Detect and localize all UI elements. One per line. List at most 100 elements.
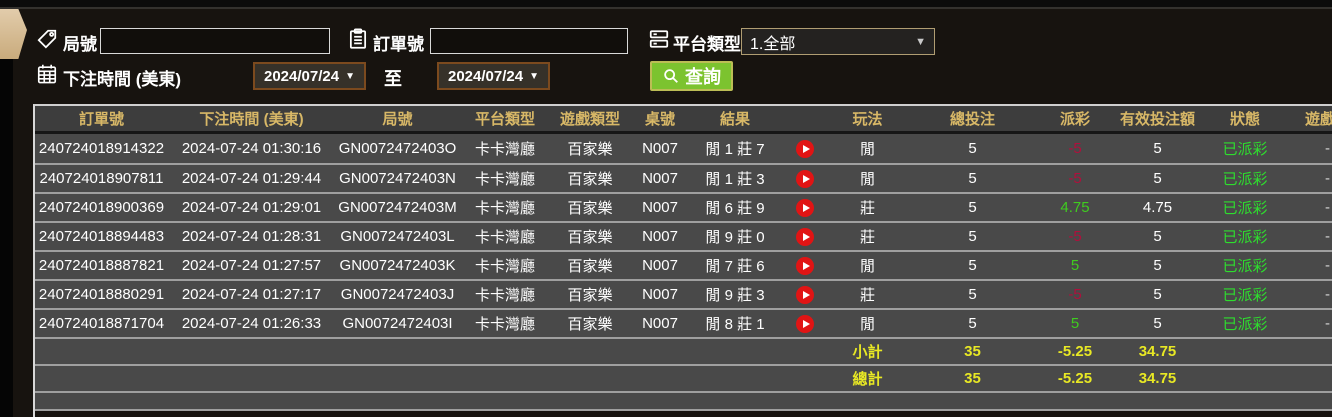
order-no-cell: 240724018907811 (39, 170, 164, 187)
round-no-cell: GN0072472403K (339, 257, 456, 274)
play-icon (803, 144, 810, 153)
replay-button[interactable] (796, 227, 814, 246)
payout-cell: 4.75 (1060, 199, 1090, 216)
play-type-cell: 閒 (859, 171, 875, 188)
table-row: 240724018894483 2024-07-24 01:28:31 GN00… (35, 221, 1332, 250)
col-header-valid-bet: 有效投注額 (1119, 111, 1195, 128)
platform-cell: 卡卡灣廳 (474, 316, 535, 333)
table-header-row: 訂單號 下注時間 (美東) 局號 平台類型 遊戲類型 桌號 結果 玩法 總投注 … (35, 106, 1332, 134)
replay-button[interactable] (796, 256, 814, 275)
order-no-cell: 240724018887821 (38, 257, 165, 274)
table-no-cell: N007 (642, 257, 678, 274)
replay-button[interactable] (796, 139, 814, 158)
platform-type-select[interactable]: 1.全部 ▼ (741, 28, 935, 55)
bet-time-cell: 2024-07-24 01:29:44 (181, 170, 322, 187)
replay-button[interactable] (796, 314, 814, 333)
col-header-order-no: 訂單號 (78, 111, 124, 128)
table-row: 240724018887821 2024-07-24 01:27:57 GN00… (35, 250, 1332, 279)
valid-bet-cell: 5 (1153, 228, 1162, 245)
chevron-down-icon: ▼ (345, 70, 355, 82)
platform-type-label: 平台類型 (673, 35, 741, 54)
col-header-game-type: 遊戲類型 (559, 111, 620, 128)
game-type-cell: 百家樂 (567, 171, 613, 188)
total-bet-cell: 5 (968, 315, 977, 332)
game-type-cell: 百家樂 (567, 316, 613, 333)
table-no-cell: N007 (642, 228, 678, 245)
bet-time-cell: 2024-07-24 01:30:16 (181, 140, 322, 157)
replay-cell (780, 285, 830, 304)
tag-icon (36, 28, 58, 50)
grand-total-payout: -5.25 (1057, 370, 1093, 387)
calendar-icon (36, 63, 58, 85)
table-no-cell: N007 (642, 140, 678, 157)
payout-cell: 5 (1070, 257, 1080, 274)
replay-button[interactable] (796, 285, 814, 304)
grand-total-total-bet: 35 (964, 370, 981, 387)
game-file-cell: - (1325, 286, 1330, 303)
total-bet-cell: 5 (968, 286, 977, 303)
grand-total-label: 總計 (852, 371, 883, 388)
total-bet-cell: 5 (968, 170, 977, 187)
col-header-platform: 平台類型 (474, 111, 535, 128)
replay-button[interactable] (796, 169, 814, 188)
round-no-input[interactable] (100, 28, 330, 54)
game-type-cell: 百家樂 (567, 287, 613, 304)
game-file-cell: - (1325, 257, 1330, 274)
bet-records-table: 訂單號 下注時間 (美東) 局號 平台類型 遊戲類型 桌號 結果 玩法 總投注 … (33, 104, 1332, 417)
date-to-select[interactable]: 2024/07/24 ▼ (437, 62, 550, 90)
status-badge: 已派彩 (1222, 141, 1268, 158)
replay-cell (780, 227, 830, 246)
result-cell: 閒 9 莊 3 (705, 287, 765, 304)
total-bet-cell: 5 (968, 199, 977, 216)
order-no-cell: 240724018900369 (38, 199, 165, 216)
result-cell: 閒 1 莊 7 (705, 141, 765, 158)
replay-cell (780, 314, 830, 333)
table-no-cell: N007 (642, 170, 678, 187)
clipboard-icon (347, 28, 369, 50)
order-no-input[interactable] (430, 28, 628, 54)
col-header-result: 結果 (719, 111, 750, 128)
play-icon (803, 174, 810, 183)
bet-time-cell: 2024-07-24 01:27:57 (181, 257, 322, 274)
table-body: 240724018914322 2024-07-24 01:30:16 GN00… (35, 134, 1332, 337)
col-header-bet-time: 下注時間 (美東) (199, 111, 304, 128)
round-no-cell: GN0072472403L (340, 228, 455, 245)
platform-cell: 卡卡灣廳 (474, 200, 535, 217)
status-badge: 已派彩 (1222, 316, 1268, 333)
bet-time-cell: 2024-07-24 01:27:17 (181, 286, 322, 303)
col-header-round-no: 局號 (382, 111, 413, 128)
table-row: 240724018907811 2024-07-24 01:29:44 GN00… (35, 163, 1332, 192)
result-cell: 閒 1 莊 3 (705, 171, 765, 188)
play-icon (803, 319, 810, 328)
round-no-label: 局號 (63, 35, 97, 54)
subtotal-row: 小計 35 -5.25 34.75 (35, 337, 1332, 364)
filter-bar: 局號 訂單號 平台類型 1.全部 ▼ 下注時間 (美東) 2024/07/24 … (0, 9, 1332, 105)
game-type-cell: 百家樂 (567, 229, 613, 246)
empty-row (35, 391, 1332, 411)
top-strip (0, 0, 1332, 9)
valid-bet-cell: 5 (1153, 170, 1162, 187)
order-no-cell: 240724018914322 (38, 140, 165, 157)
order-no-cell: 240724018880291 (38, 286, 165, 303)
round-no-cell: GN0072472403O (338, 140, 457, 157)
game-file-cell: - (1325, 140, 1330, 157)
col-header-table-no: 桌號 (644, 111, 675, 128)
date-from-select[interactable]: 2024/07/24 ▼ (253, 62, 366, 90)
valid-bet-cell: 5 (1153, 257, 1162, 274)
status-badge: 已派彩 (1222, 171, 1268, 188)
platform-cell: 卡卡灣廳 (474, 141, 535, 158)
game-file-cell: - (1325, 170, 1330, 187)
order-no-cell: 240724018894483 (38, 228, 165, 245)
round-no-cell: GN0072472403J (340, 286, 455, 303)
round-no-cell: GN0072472403M (338, 199, 457, 216)
order-no-label: 訂單號 (373, 35, 424, 54)
search-button[interactable]: 查詢 (650, 61, 733, 91)
replay-button[interactable] (796, 198, 814, 217)
table-no-cell: N007 (642, 199, 678, 216)
payout-cell: 5 (1070, 315, 1080, 332)
play-type-cell: 莊 (859, 200, 875, 217)
play-type-cell: 閒 (859, 258, 875, 275)
table-no-cell: N007 (642, 286, 678, 303)
chevron-down-icon: ▼ (529, 70, 539, 82)
result-cell: 閒 8 莊 1 (705, 316, 765, 333)
